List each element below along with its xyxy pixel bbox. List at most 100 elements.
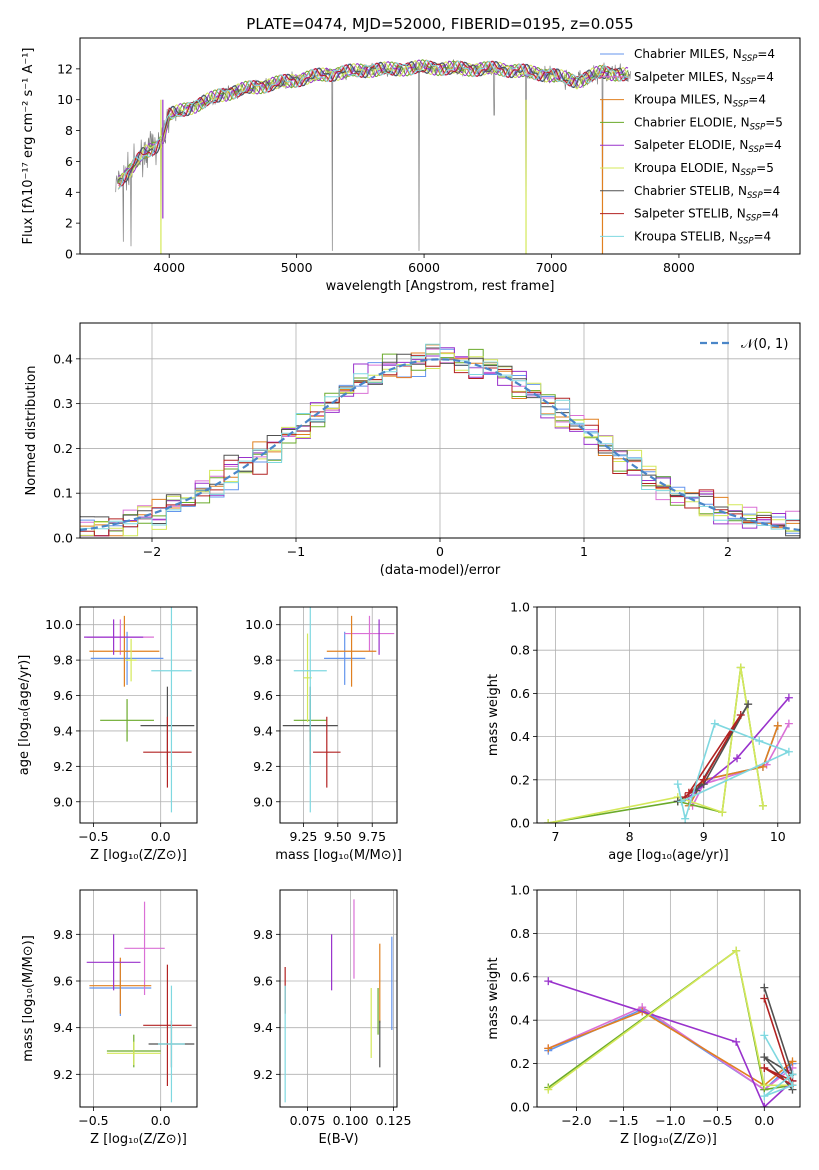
series-point-chabrier_stelib [760,983,769,992]
model-spectrum-salpeter_stelib [117,60,629,187]
series-point-kroupa_miles [544,1044,553,1053]
legend-label-sub: SSP [748,145,764,155]
x-tick-label: 0.0 [754,1113,774,1128]
axes-frame [79,606,198,824]
panel-weight_vs_Z: −2.0 −1.5 −1.0 −0.5 0.0 0.0 0.2 0.4 0.6 0.8 1.0 Z [… [486,883,801,1147]
x-tick-label: 1 [580,544,588,559]
legend-label-text: Salpeter MILES, N [634,70,741,84]
x-axis-label: mass [log₁₀(M/M⊙)] [275,848,402,863]
legend-label-text: Salpeter STELIB, N [634,207,746,221]
legend-label-sub: SSP [742,54,758,64]
x-tick-label: 6000 [408,260,440,275]
y-tick-label: 9.8 [53,653,73,668]
y-tick-label: 12 [57,61,73,76]
plot-area [86,901,195,1103]
y-tick-label: 9.0 [253,794,273,809]
y-tick-label: 9.8 [253,653,273,668]
series-point-salpeter_stelib [684,788,693,797]
legend-label-suffix: =4 [757,47,775,61]
plot-area [80,343,800,537]
x-tick-label: 0.0 [151,1113,171,1128]
y-tick-label: 0.0 [510,816,530,831]
y-tick-label: 0.4 [510,1013,530,1028]
y-axis-label: mass weight [486,957,501,1039]
series-point-kroupa_stelib [760,1092,769,1101]
y-tick-label: 6 [65,154,73,169]
y-tick-label: 0.8 [510,643,530,658]
x-tick-label: −2 [143,544,161,559]
histogram-kroupa_stelib [80,343,800,530]
legend-label-kroupa_elodie: Kroupa ELODIE, NSSP=5 [634,161,774,178]
plot-area [282,607,395,813]
series-point-kroupa_miles [773,721,782,730]
series-point-salpeter_stelib [760,994,769,1003]
y-tick-label: 9.2 [253,1067,273,1082]
x-tick-label: 7000 [536,260,568,275]
series-point-kroupa_stelib [677,797,686,806]
legend-label-suffix: =4 [748,93,766,107]
y-tick-label: 10 [57,92,73,107]
series-point-kroupa_elodie [736,663,745,672]
legend-label-salpeter_stelib: Salpeter STELIB, NSSP=4 [634,207,779,224]
model-spectrum-chabrier_stelib [117,61,629,183]
series-point-salpeter_elodie [733,754,742,763]
x-tick-label: 9.75 [358,829,386,844]
x-tick-label: −0.5 [78,1113,108,1128]
y-tick-label: 0.3 [53,396,73,411]
x-tick-label: 8 [626,829,634,844]
legend-label-suffix: =4 [761,207,779,221]
y-tick-label: 9.4 [253,723,273,738]
legend-label-suffix: =4 [763,184,781,198]
legend-label-suffix: =5 [756,161,774,175]
series-point-kroupa_elodie [760,1081,769,1090]
plot-area [544,663,793,823]
series-point-kroupa_elodie [544,819,553,823]
y-tick-label: 9.2 [53,759,73,774]
legend-label-salpeter_miles: Salpeter MILES, NSSP=4 [634,70,774,87]
x-tick-label: 2 [724,544,732,559]
model-spectrum-kroupa_stelib [117,59,629,190]
panel-mass_vs_ebv: 0.075 0.100 0.125 9.2 9.4 9.6 9.8 E(B-V) [253,889,411,1147]
legend-label-chabrier_miles: Chabrier MILES, NSSP=4 [634,47,775,64]
x-tick-label: −0.5 [702,1113,732,1128]
x-tick-label: 0.100 [333,1113,369,1128]
y-tick-label: 10.0 [245,617,273,632]
y-tick-label: 9.4 [53,723,73,738]
axes-frame [279,606,398,824]
series-line-chabrier_stelib [763,987,794,1091]
legend-label-sub: SSP [750,122,766,132]
data-spectrum-line [115,59,631,254]
axes-frame [79,889,198,1108]
legend-label-salpeter_elodie: Salpeter ELODIE, NSSP=4 [634,138,782,155]
legend-label-text: Chabrier MILES, N [634,47,742,61]
x-tick-label: 10 [770,829,786,844]
y-tick-label: 9.8 [53,927,73,942]
legend-label-text: Chabrier STELIB, N [634,184,747,198]
series-point-salpeter_elodie [544,977,553,986]
histogram-salpeter_stelib [80,354,800,537]
axes-frame [79,37,801,255]
x-tick-label: 8000 [663,260,695,275]
series-point-kroupa_stelib [710,719,719,728]
x-axis-label: E(B-V) [318,1132,358,1147]
series-point-kroupa_stelib [755,736,764,745]
y-tick-label: 9.6 [253,974,273,989]
y-tick-label: 0.6 [510,969,530,984]
series-point-salpeter_elodie [760,1103,769,1107]
x-tick-label: 0.075 [290,1113,326,1128]
y-tick-label: 2 [65,216,73,231]
y-tick-label: 0 [65,247,73,262]
model-spectrum-salpeter_miles [117,60,628,188]
series-point-kroupa_miles [788,1057,797,1066]
legend-label-chabrier_elodie: Chabrier ELODIE, NSSP=5 [634,115,783,132]
x-tick-label: 0.0 [151,829,171,844]
axes-frame [536,606,801,824]
series-point-salpeter_stelib [760,1063,769,1072]
y-axis-label: age [log₁₀(age/yr)] [17,655,32,776]
y-tick-label: 0.2 [510,1056,530,1071]
panel-residuals: −2 −1 0 1 2 0.0 0.1 0.2 0.3 0.4 (data-model)/error… [24,322,801,578]
legend-label-text: Kroupa ELODIE, N [634,161,741,175]
y-tick-label: 9.6 [53,688,73,703]
legend-label-chabrier_stelib: Chabrier STELIB, NSSP=4 [634,184,780,201]
plot-area [284,899,393,1103]
